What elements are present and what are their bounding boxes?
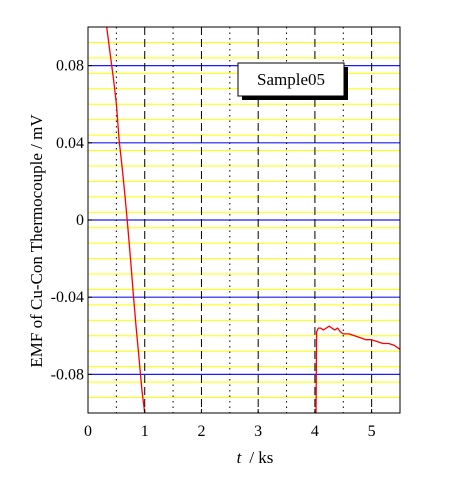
- x-tick-label: 5: [368, 423, 376, 440]
- series-line: [106, 26, 146, 414]
- y-axis-label: EMF of Cu-Con Thermocouple / mV: [27, 114, 46, 368]
- y-tick-label: 0.04: [56, 135, 84, 152]
- x-tick-label: 2: [197, 423, 205, 440]
- x-axis: 0 1 2 3 4 5: [84, 409, 376, 440]
- legend-label: Sample05: [257, 70, 325, 89]
- x-axis-label: t / ks: [237, 448, 274, 467]
- x-tick-label: 4: [311, 423, 319, 440]
- y-tick-label: 0: [76, 212, 84, 229]
- y-tick-label: -0.04: [51, 289, 84, 306]
- x-tick-label: 1: [141, 423, 149, 440]
- x-tick-label: 3: [254, 423, 262, 440]
- y-tick-label: -0.08: [51, 366, 84, 383]
- series-line: [315, 325, 401, 414]
- y-axis: 0.08 0.04 0 -0.04 -0.08: [51, 58, 92, 383]
- x-axis-label-unit: / ks: [249, 448, 273, 467]
- x-tick-label: 0: [84, 423, 92, 440]
- legend-box: Sample05: [237, 62, 348, 100]
- x-axis-label-var: t: [237, 448, 243, 467]
- y-tick-label: 0.08: [56, 58, 84, 75]
- series-layer: [106, 26, 401, 414]
